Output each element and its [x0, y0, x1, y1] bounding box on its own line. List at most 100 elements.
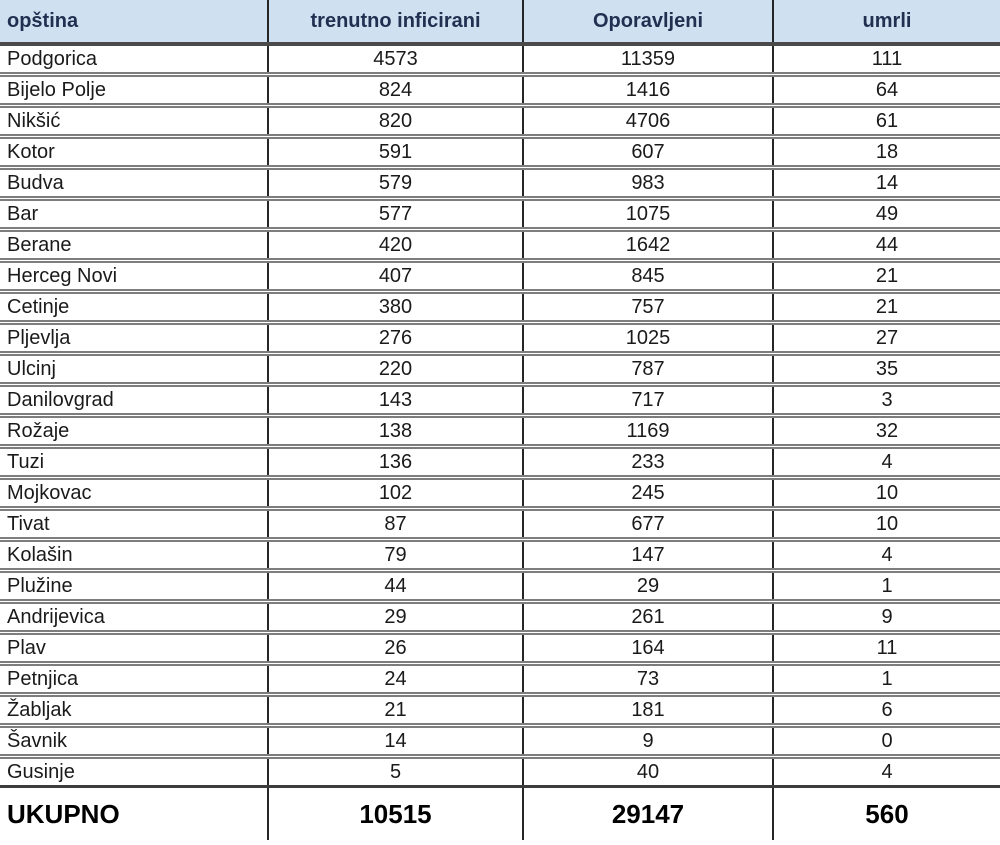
- municipality-cell: Budva: [0, 167, 268, 201]
- table-row: Pljevlja 276 1025 27: [0, 322, 1000, 356]
- value-cell: 138: [267, 415, 523, 449]
- municipality-cell: Tivat: [0, 508, 268, 542]
- table-body: Podgorica 4573 11359 111 Bijelo Polje 824 1416…: [0, 44, 1000, 787]
- table-row: Ulcinj 220 787 35: [0, 353, 1000, 387]
- value-cell: 5: [267, 756, 523, 787]
- value-cell: 420: [267, 229, 523, 263]
- value-cell: 677: [522, 508, 773, 542]
- value-cell: 845: [522, 260, 773, 294]
- value-cell: 40: [522, 756, 773, 787]
- table-row: Žabljak 21 181 6: [0, 694, 1000, 728]
- value-cell: 276: [267, 322, 523, 356]
- table-row: Podgorica 4573 11359 111: [0, 44, 1000, 77]
- value-cell: 29: [267, 601, 523, 635]
- total-row: UKUPNO 10515 29147 560: [0, 785, 1000, 840]
- table-row: Plužine 44 29 1: [0, 570, 1000, 604]
- table-row: Herceg Novi 407 845 21: [0, 260, 1000, 294]
- municipality-cell: Rožaje: [0, 415, 268, 449]
- value-cell: 1: [772, 570, 1000, 604]
- value-cell: 1169: [522, 415, 773, 449]
- municipality-cell: Kolašin: [0, 539, 268, 573]
- municipality-cell: Nikšić: [0, 105, 268, 139]
- value-cell: 1416: [522, 74, 773, 108]
- value-cell: 21: [267, 694, 523, 728]
- value-cell: 26: [267, 632, 523, 666]
- value-cell: 220: [267, 353, 523, 387]
- value-cell: 577: [267, 198, 523, 232]
- value-cell: 64: [772, 74, 1000, 108]
- table-row: Andrijevica 29 261 9: [0, 601, 1000, 635]
- value-cell: 245: [522, 477, 773, 511]
- table-row: Cetinje 380 757 21: [0, 291, 1000, 325]
- municipality-cell: Podgorica: [0, 44, 268, 77]
- table-row: Mojkovac 102 245 10: [0, 477, 1000, 511]
- value-cell: 4: [772, 756, 1000, 787]
- value-cell: 820: [267, 105, 523, 139]
- table-row: Budva 579 983 14: [0, 167, 1000, 201]
- table-row: Nikšić 820 4706 61: [0, 105, 1000, 139]
- municipality-cell: Šavnik: [0, 725, 268, 759]
- value-cell: 11: [772, 632, 1000, 666]
- value-cell: 87: [267, 508, 523, 542]
- total-recovered: 29147: [522, 785, 773, 840]
- value-cell: 136: [267, 446, 523, 480]
- table-row: Kotor 591 607 18: [0, 136, 1000, 170]
- value-cell: 32: [772, 415, 1000, 449]
- total-deceased: 560: [772, 785, 1000, 840]
- value-cell: 29: [522, 570, 773, 604]
- value-cell: 607: [522, 136, 773, 170]
- table-row: Petnjica 24 73 1: [0, 663, 1000, 697]
- value-cell: 102: [267, 477, 523, 511]
- header-row: opština trenutno inficirani Oporavljeni …: [0, 0, 1000, 46]
- value-cell: 983: [522, 167, 773, 201]
- value-cell: 261: [522, 601, 773, 635]
- value-cell: 1642: [522, 229, 773, 263]
- municipality-cell: Bijelo Polje: [0, 74, 268, 108]
- table-row: Bijelo Polje 824 1416 64: [0, 74, 1000, 108]
- value-cell: 10: [772, 477, 1000, 511]
- total-label: UKUPNO: [0, 785, 268, 840]
- table-row: Tivat 87 677 10: [0, 508, 1000, 542]
- value-cell: 143: [267, 384, 523, 418]
- value-cell: 4573: [267, 44, 523, 77]
- municipality-cell: Andrijevica: [0, 601, 268, 635]
- total-infected: 10515: [267, 785, 523, 840]
- municipality-cell: Berane: [0, 229, 268, 263]
- value-cell: 35: [772, 353, 1000, 387]
- value-cell: 14: [772, 167, 1000, 201]
- table-row: Gusinje 5 40 4: [0, 756, 1000, 787]
- table-row: Bar 577 1075 49: [0, 198, 1000, 232]
- column-header-oporavljeni: Oporavljeni: [522, 0, 773, 46]
- value-cell: 9: [522, 725, 773, 759]
- value-cell: 4706: [522, 105, 773, 139]
- table-row: Šavnik 14 9 0: [0, 725, 1000, 759]
- value-cell: 11359: [522, 44, 773, 77]
- value-cell: 181: [522, 694, 773, 728]
- value-cell: 0: [772, 725, 1000, 759]
- table-row: Rožaje 138 1169 32: [0, 415, 1000, 449]
- value-cell: 21: [772, 260, 1000, 294]
- column-header-umrli: umrli: [772, 0, 1000, 46]
- value-cell: 3: [772, 384, 1000, 418]
- value-cell: 4: [772, 446, 1000, 480]
- municipality-cell: Herceg Novi: [0, 260, 268, 294]
- value-cell: 44: [267, 570, 523, 604]
- value-cell: 591: [267, 136, 523, 170]
- table-row: Berane 420 1642 44: [0, 229, 1000, 263]
- value-cell: 9: [772, 601, 1000, 635]
- value-cell: 233: [522, 446, 773, 480]
- column-header-opstina: opština: [0, 0, 268, 46]
- municipality-cell: Danilovgrad: [0, 384, 268, 418]
- value-cell: 14: [267, 725, 523, 759]
- value-cell: 79: [267, 539, 523, 573]
- municipality-cell: Pljevlja: [0, 322, 268, 356]
- value-cell: 61: [772, 105, 1000, 139]
- municipality-cell: Mojkovac: [0, 477, 268, 511]
- value-cell: 24: [267, 663, 523, 697]
- value-cell: 44: [772, 229, 1000, 263]
- municipality-cell: Bar: [0, 198, 268, 232]
- municipality-cell: Kotor: [0, 136, 268, 170]
- column-header-trenutno-inficirani: trenutno inficirani: [267, 0, 523, 46]
- value-cell: 824: [267, 74, 523, 108]
